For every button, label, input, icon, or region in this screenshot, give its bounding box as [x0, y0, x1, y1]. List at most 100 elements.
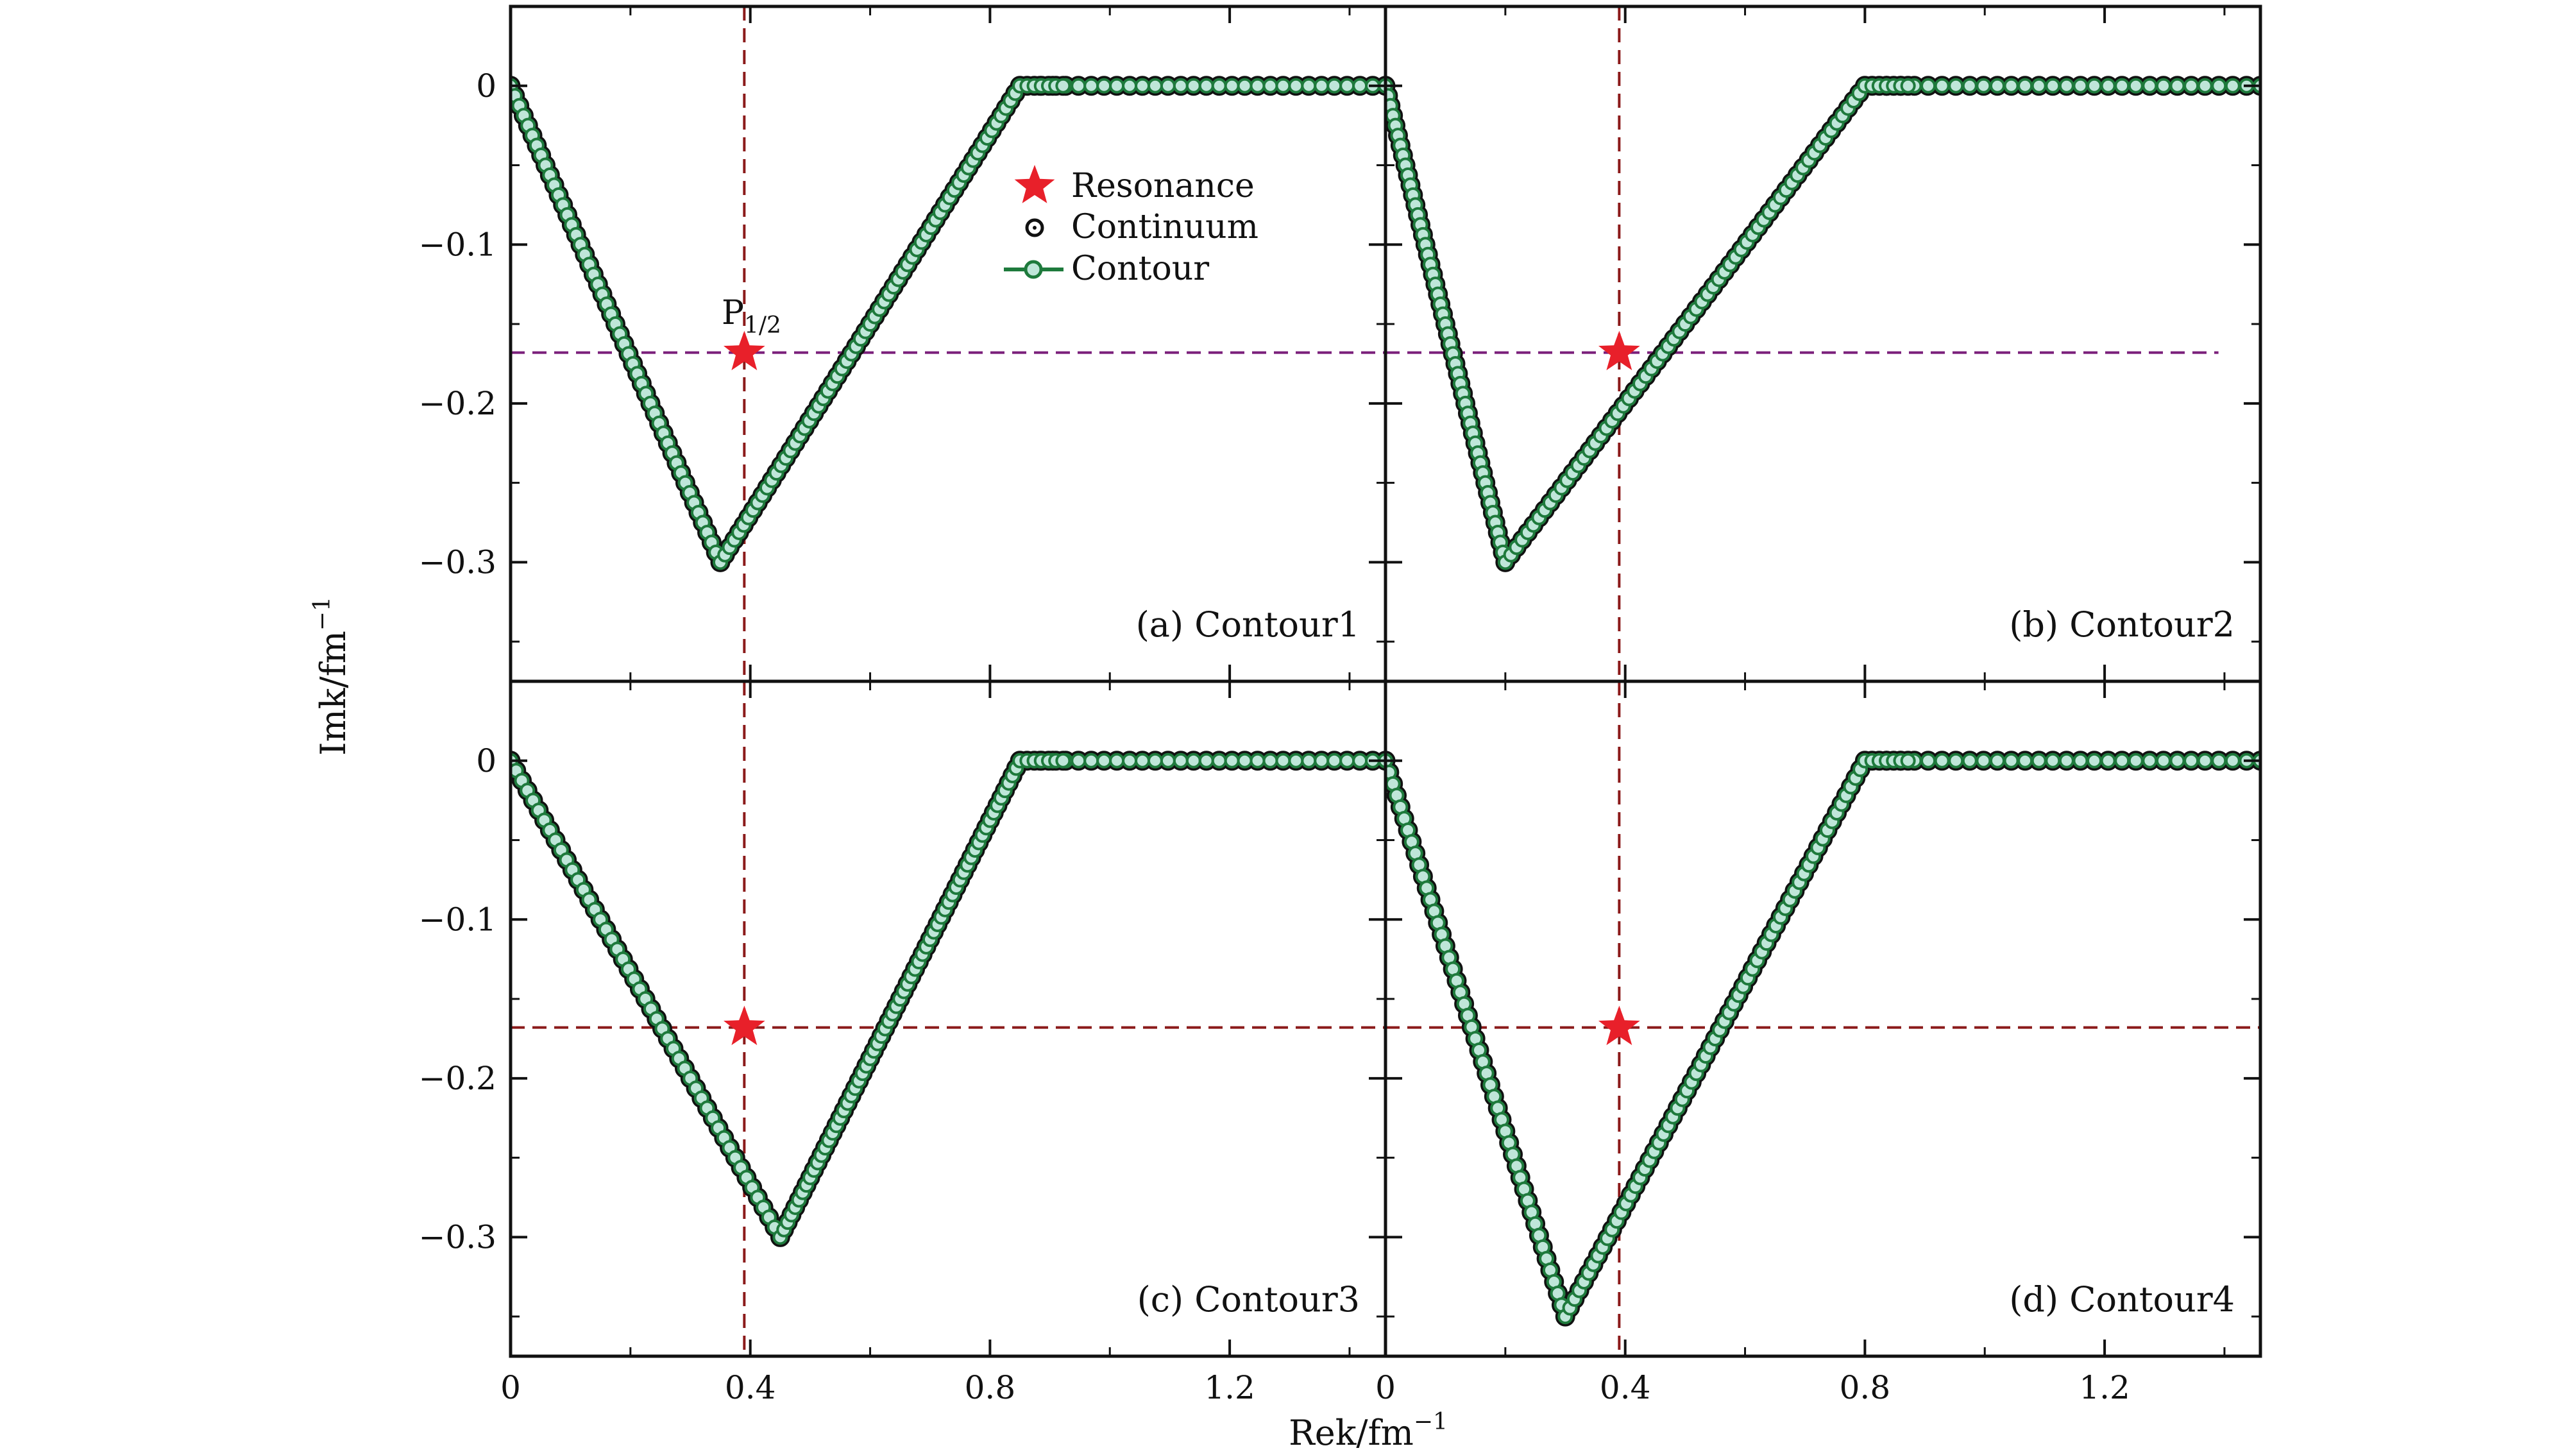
plot-area — [511, 681, 1385, 1356]
y-tick-label: 0 — [476, 742, 496, 779]
contour-point — [1083, 753, 1099, 769]
contour-point — [2058, 78, 2074, 94]
contour-point — [2045, 753, 2061, 769]
contour-point — [1976, 78, 1992, 94]
contour-point — [2045, 78, 2061, 94]
contour-point — [1326, 78, 1343, 94]
contour-point — [2058, 753, 2074, 769]
x-tick-label: 0 — [500, 1369, 521, 1406]
contour-point — [1198, 753, 1214, 769]
contour-point — [2017, 78, 2033, 94]
plot-area — [1385, 681, 2260, 1356]
x-tick-label: 0.8 — [965, 1369, 1016, 1406]
panel-2: (b) Contour2 — [1384, 4, 2262, 683]
contour-point — [1352, 753, 1368, 769]
y-tick-label: 0 — [476, 67, 496, 105]
contour-point — [1250, 753, 1266, 769]
contour-point — [1135, 78, 1151, 94]
contour-point — [1288, 78, 1304, 94]
contour-point — [1934, 78, 1950, 94]
contour-point — [2072, 753, 2089, 769]
contour-point — [1900, 753, 1916, 769]
y-axis-title: Imk/fm−1 — [309, 597, 353, 756]
contour-point — [1055, 78, 1071, 94]
resonance-annotation: P1/2 — [722, 294, 781, 339]
contour-point — [2100, 78, 2116, 94]
contour-point — [2031, 78, 2047, 94]
contour-point — [2183, 753, 2199, 769]
contour-point — [2197, 78, 2213, 94]
panel-frame — [509, 4, 1387, 683]
contour-point — [2211, 753, 2227, 769]
contour-point — [1948, 753, 1964, 769]
contour-point — [1096, 753, 1112, 769]
contour-point — [2197, 753, 2213, 769]
contour-point — [1071, 78, 1087, 94]
contour-point — [1224, 753, 1240, 769]
x-tick-label: 1.2 — [1204, 1369, 1255, 1406]
contour-point — [2155, 78, 2171, 94]
contour-point — [1314, 753, 1330, 769]
contour-point — [1237, 78, 1253, 94]
contour-point — [1314, 78, 1330, 94]
contour-point — [1262, 753, 1278, 769]
contour-point — [2100, 753, 2116, 769]
x-tick-label: 0.4 — [1600, 1369, 1651, 1406]
legend-contour-label: Contour — [1071, 250, 1209, 288]
contour-point — [1198, 78, 1214, 94]
contour-point — [1275, 78, 1291, 94]
contour-point — [1948, 78, 1964, 94]
resonance-marker — [724, 1005, 765, 1046]
contour-point — [2003, 753, 2019, 769]
panel-frame — [1384, 4, 2262, 683]
contour-point — [2224, 753, 2241, 769]
contour-point — [1262, 78, 1278, 94]
contour-point — [1211, 78, 1227, 94]
legend-contour-marker — [1024, 260, 1043, 279]
panel-label: (c) Contour3 — [1137, 1279, 1360, 1320]
x-axis-title: Rek/fm−1 — [1289, 1409, 1448, 1453]
contour-point — [1989, 78, 2005, 94]
resonance-marker — [1598, 1005, 1640, 1046]
contour-point — [1224, 78, 1240, 94]
y-tick-label: −0.3 — [419, 1218, 496, 1255]
contour-point — [1920, 78, 1936, 94]
panel-4: 0 0.4 0.8 1.2 (d) Contour4 — [1375, 679, 2262, 1406]
y-tick-label: −0.1 — [419, 226, 496, 263]
contour-point — [2128, 78, 2144, 94]
contour-point — [1920, 753, 1936, 769]
contour-point — [1173, 78, 1189, 94]
contour-point — [2128, 753, 2144, 769]
legend-resonance-marker — [1014, 165, 1055, 203]
contour-point — [1122, 78, 1138, 94]
contour-point — [1160, 78, 1176, 94]
contour-point — [1237, 753, 1253, 769]
contour-point — [2142, 753, 2158, 769]
contour-point — [1071, 753, 1087, 769]
contour-point — [1185, 753, 1201, 769]
contour-point — [1096, 78, 1112, 94]
panels: 0 −0.1 −0.2 −0.3 (a) Contour1 (b) Contour2 0 0.… — [419, 4, 2262, 1406]
contour-point — [2087, 78, 2103, 94]
contour-point — [2211, 78, 2227, 94]
legend-continuum-label: Continuum — [1071, 208, 1258, 246]
contour-point — [2072, 78, 2089, 94]
plot-area — [511, 6, 1385, 681]
contour-point — [2224, 78, 2241, 94]
contour-point — [1083, 78, 1099, 94]
contour-point — [1173, 753, 1189, 769]
contour-point — [1962, 753, 1978, 769]
contour-point — [2142, 78, 2158, 94]
contour-point — [1109, 753, 1125, 769]
contour-point — [2114, 753, 2130, 769]
x-tick-label: 1.2 — [2079, 1369, 2130, 1406]
panel-1: 0 −0.1 −0.2 −0.3 (a) Contour1 — [419, 4, 1387, 683]
contour-point — [1301, 753, 1317, 769]
panel-label: (d) Contour4 — [2009, 1279, 2235, 1320]
contour-point — [1185, 78, 1201, 94]
plot-area — [1385, 6, 2260, 681]
panel-label: (a) Contour1 — [1136, 604, 1360, 645]
y-tick-label: −0.1 — [419, 901, 496, 938]
contour-point — [2169, 78, 2185, 94]
